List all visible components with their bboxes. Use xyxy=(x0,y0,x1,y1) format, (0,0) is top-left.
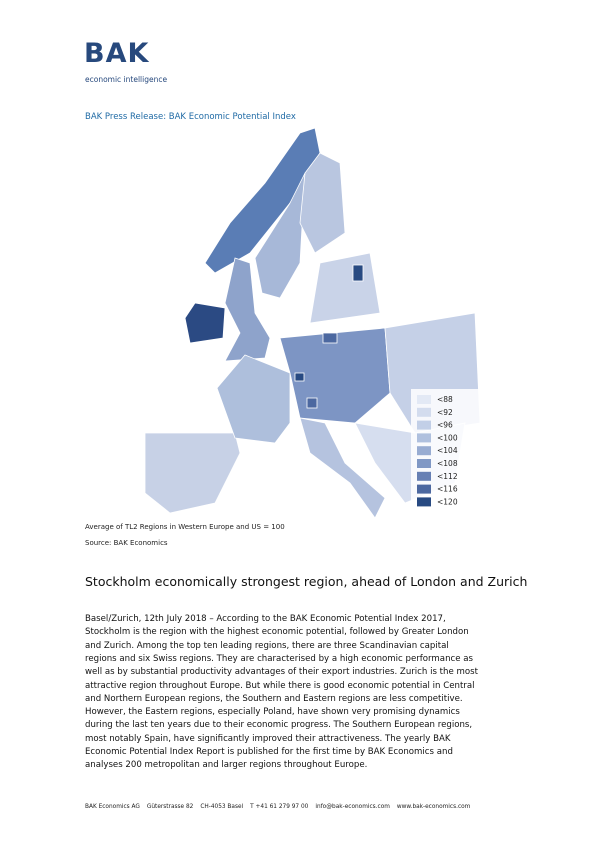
body-line: Economic Potential Index Report is publi… xyxy=(85,747,453,757)
footer-item: BAK Economics AG xyxy=(85,804,140,810)
footer-item: info@bak-economics.com xyxy=(315,804,390,810)
legend-label: <104 xyxy=(437,446,458,455)
body-line: and Zurich. Among the top ten leading re… xyxy=(85,640,449,651)
region xyxy=(299,152,346,254)
region xyxy=(322,332,338,344)
headline: Stockholm economically strongest region,… xyxy=(85,574,528,589)
region xyxy=(294,372,305,382)
body-line: analyses 200 metropolitan and larger reg… xyxy=(85,760,368,771)
legend-swatch xyxy=(417,484,431,494)
footer-item: CH-4053 Basel xyxy=(200,804,244,810)
logo: BAK xyxy=(84,38,150,69)
legend-label: <120 xyxy=(437,497,458,506)
legend-label: <112 xyxy=(437,472,458,481)
map-regions xyxy=(144,127,481,519)
caption-source: Source: BAK Economics xyxy=(85,539,168,547)
region xyxy=(352,264,364,282)
legend-swatch xyxy=(417,420,431,430)
body-line: well as by substantial productivity adva… xyxy=(85,667,478,678)
region xyxy=(306,397,318,409)
body-line: most notably Spain, have significantly i… xyxy=(85,733,451,744)
logo-tagline: economic intelligence xyxy=(85,75,168,84)
caption-note: Average of TL2 Regions in Western Europe… xyxy=(85,523,285,531)
legend-swatch xyxy=(417,446,431,456)
body-line: Stockholm is the region with the highest… xyxy=(85,627,469,638)
region xyxy=(204,127,321,274)
legend-label: <88 xyxy=(437,395,453,404)
map: <88 <92 <96 <100 <104 <108 <112 <116 <120 xyxy=(144,127,481,519)
body-line: regions and six Swiss regions. They are … xyxy=(85,653,474,664)
body-line: attractive region throughout Europe. But… xyxy=(85,680,475,691)
legend-label: <92 xyxy=(437,408,453,417)
body-line: during the last ten years due to their e… xyxy=(85,720,473,731)
legend-swatch xyxy=(417,471,431,481)
region xyxy=(216,354,291,444)
body-line: However, the Eastern regions, especially… xyxy=(85,707,460,718)
region xyxy=(144,432,241,514)
legend-label: <116 xyxy=(437,485,458,494)
legend-label: <100 xyxy=(437,433,458,442)
region xyxy=(224,257,271,362)
region xyxy=(309,252,381,324)
footer: BAK Economics AG Güterstrasse 82 CH-4053 B… xyxy=(85,804,470,810)
region xyxy=(299,417,386,519)
legend: <88 <92 <96 <100 <104 <108 <112 <116 <120 xyxy=(411,389,481,507)
footer-item: www.bak-economics.com xyxy=(396,804,471,810)
legend-swatch xyxy=(417,433,431,443)
legend-label: <96 xyxy=(437,421,453,430)
legend-label: <108 xyxy=(437,459,458,468)
body-line: Basel/Zurich, 12th July 2018 – According… xyxy=(85,614,446,624)
header-title: BAK Press Release: BAK Economic Potentia… xyxy=(85,112,296,122)
body-line: and Northern European regions, the South… xyxy=(85,693,463,704)
legend-swatch xyxy=(417,395,431,404)
region xyxy=(184,302,226,344)
footer-item: Güterstrasse 82 xyxy=(146,804,194,810)
legend-swatch xyxy=(417,407,431,417)
footer-item: T +41 61 279 97 00 xyxy=(250,804,309,810)
legend-swatch xyxy=(417,459,431,468)
legend-swatch xyxy=(417,497,431,507)
